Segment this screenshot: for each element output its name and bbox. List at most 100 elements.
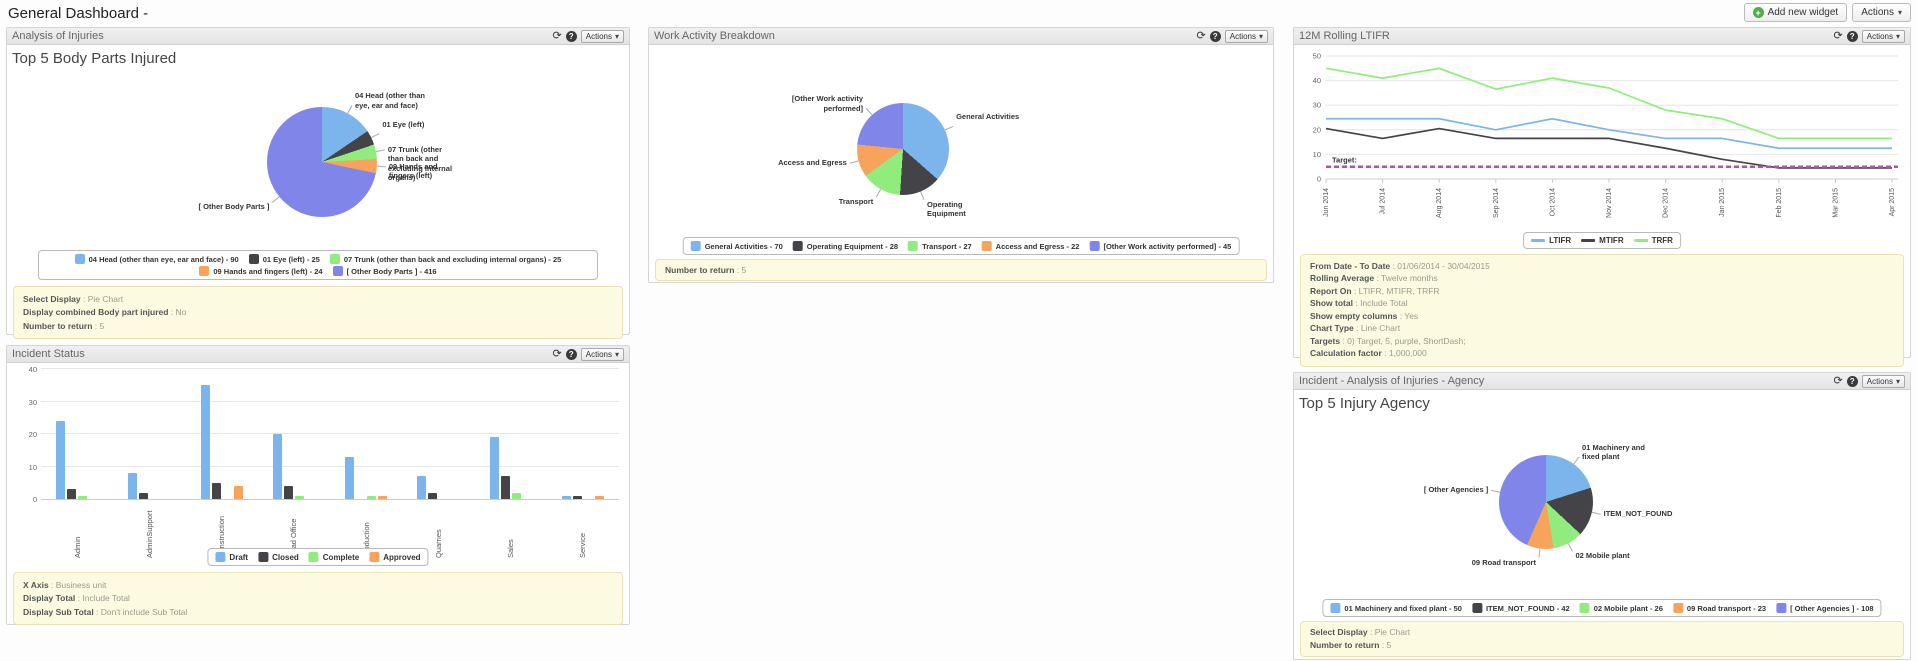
widget-actions-button[interactable]: Actions ▾ (1861, 29, 1905, 43)
ltifr-line-chart[interactable]: 0 10 20 30 40 50 Jun 2014 Jul 2014 Aug 2014 Sep 2… (1300, 50, 1904, 231)
bar-draft-construction[interactable] (200, 385, 210, 499)
legend-item[interactable]: 07 Trunk (other than back and excluding … (329, 254, 561, 264)
bar-approved-construction[interactable] (233, 486, 243, 499)
chart-subtitle: Top 5 Injury Agency (1299, 395, 1430, 412)
widget-title: 12M Rolling LTIFR (1299, 30, 1390, 42)
legend-item[interactable]: Access and Egress - 22 (981, 241, 1079, 251)
pie[interactable] (267, 107, 377, 217)
svg-text:50: 50 (1313, 52, 1321, 61)
legend-item[interactable]: [Other Work activity performed] - 45 (1089, 241, 1231, 251)
bar-complete-production[interactable] (367, 495, 377, 499)
legend-label: 01 Machinery and fixed plant - 50 (1344, 603, 1462, 613)
chart-legend[interactable]: LTIFR MTIFR TRFR (1523, 232, 1681, 249)
legend-swatch (1672, 603, 1683, 613)
help-icon[interactable]: ? (1846, 30, 1858, 42)
pie[interactable] (1499, 455, 1593, 549)
bar-draft-quarries[interactable] (417, 476, 427, 499)
help-icon[interactable]: ? (565, 30, 577, 42)
refresh-icon[interactable]: ⟳ (1833, 29, 1843, 42)
legend-item[interactable]: 02 Mobile plant - 26 (1579, 603, 1663, 613)
legend-label: 09 Hands and fingers (left) - 24 (213, 266, 323, 276)
bar-closed-admin[interactable] (67, 489, 77, 499)
bar-complete-admin[interactable] (78, 495, 88, 499)
work-activity-pie-chart[interactable]: General Activities Operating Equipment Tra… (649, 46, 1273, 234)
chart-legend[interactable]: General Activities - 70 Operating Equipme… (682, 237, 1240, 255)
legend-swatch (1579, 603, 1590, 613)
bar-closed-head-office[interactable] (283, 486, 293, 499)
bar-draft-sales[interactable] (489, 437, 499, 499)
legend-item[interactable]: 01 Eye (left) - 25 (248, 254, 320, 264)
legend-item[interactable]: Transport - 27 (908, 241, 972, 251)
bar-draft-admin[interactable] (56, 421, 66, 499)
body-parts-pie-chart[interactable]: 04 Head (other than eye, ear and face) 01… (7, 66, 629, 251)
legend-label: [ Other Agencies ] - 108 (1790, 603, 1874, 613)
chart-legend[interactable]: 01 Machinery and fixed plant - 50 ITEM_NO… (1322, 599, 1882, 617)
help-icon[interactable]: ? (565, 348, 577, 360)
widget-incident-status: Incident Status ⟳ ? Actions ▾ 0 10 20 30 40 A… (6, 345, 630, 625)
legend-item[interactable]: Draft (215, 552, 248, 562)
legend-item[interactable]: ITEM_NOT_FOUND - 42 (1471, 603, 1570, 613)
help-icon[interactable]: ? (1209, 30, 1221, 42)
widget-actions-button[interactable]: Actions ▾ (1224, 29, 1268, 43)
pie-slice-label: [Other Work activity performed] (791, 94, 864, 113)
legend-swatch (1531, 239, 1546, 242)
widget-header: Incident - Analysis of Injuries - Agency… (1294, 373, 1910, 390)
legend-item[interactable]: LTIFR (1531, 236, 1571, 245)
bar-approved-service[interactable] (594, 495, 604, 499)
refresh-icon[interactable]: ⟳ (552, 347, 562, 360)
bar-complete-sales[interactable] (511, 492, 521, 499)
bar-draft-service[interactable] (561, 495, 571, 499)
chart-legend[interactable]: Draft Closed Complete Approved (207, 548, 429, 566)
legend-item[interactable]: [ Other Body Parts ] - 416 (332, 266, 437, 276)
bar-closed-service[interactable] (572, 495, 582, 499)
page-actions-button[interactable]: Actions ▾ (1852, 3, 1911, 22)
bar-closed-construction[interactable] (211, 482, 221, 499)
legend-label: Transport - 27 (922, 241, 972, 251)
incident-status-bar-chart[interactable]: 0 10 20 30 40 Admin AdminSupport Construction He… (15, 365, 619, 558)
legend-item[interactable]: MTIFR (1581, 236, 1624, 245)
legend-item[interactable]: General Activities - 70 (690, 241, 783, 251)
widget-settings-box: X Axis : Business unit Display Total : In… (13, 572, 623, 625)
pie[interactable] (857, 103, 949, 195)
setting-line: Number to return : 5 (665, 265, 747, 275)
widget-title: Incident Status (12, 348, 85, 360)
refresh-icon[interactable]: ⟳ (1833, 374, 1843, 387)
chart-legend[interactable]: 04 Head (other than eye, ear and face) -… (38, 250, 598, 280)
bar-draft-head-office[interactable] (272, 434, 282, 499)
setting-line: Show empty columns : Yes (1310, 310, 1419, 321)
bar-closed-quarries[interactable] (428, 492, 438, 499)
widget-actions-button[interactable]: Actions ▾ (580, 29, 624, 43)
legend-item[interactable]: 01 Machinery and fixed plant - 50 (1330, 603, 1462, 613)
legend-item[interactable]: Approved (369, 552, 421, 562)
legend-swatch (329, 254, 340, 264)
setting-line: X Axis : Business unit (23, 580, 107, 590)
legend-item[interactable]: 09 Road transport - 23 (1672, 603, 1767, 613)
refresh-icon[interactable]: ⟳ (552, 29, 562, 42)
svg-text:Aug 2014: Aug 2014 (1436, 188, 1443, 218)
injury-agency-pie-chart[interactable]: 01 Machinery and fixed plant ITEM_NOT_FOU… (1294, 405, 1910, 595)
help-icon[interactable]: ? (1846, 375, 1858, 387)
widget-actions-button[interactable]: Actions ▾ (1861, 374, 1905, 388)
widget-actions-button[interactable]: Actions ▾ (580, 347, 624, 361)
bar-approved-production[interactable] (378, 495, 388, 499)
legend-label: [Other Work activity performed] - 45 (1103, 241, 1232, 251)
legend-item[interactable]: 04 Head (other than eye, ear and face) -… (74, 254, 239, 264)
legend-item[interactable]: [ Other Agencies ] - 108 (1776, 603, 1874, 613)
legend-item[interactable]: 09 Hands and fingers (left) - 24 (199, 266, 323, 276)
refresh-icon[interactable]: ⟳ (1196, 29, 1206, 42)
bar-closed-sales[interactable] (500, 476, 510, 499)
bar-closed-adminsupport[interactable] (139, 492, 149, 499)
svg-text:30: 30 (1313, 101, 1321, 110)
legend-swatch (1776, 603, 1787, 613)
legend-item[interactable]: Closed (258, 552, 299, 562)
legend-item[interactable]: Operating Equipment - 28 (792, 241, 898, 251)
bar-draft-adminsupport[interactable] (128, 473, 138, 499)
bar-complete-head-office[interactable] (294, 495, 304, 499)
add-new-widget-button[interactable]: + Add new widget (1743, 3, 1848, 22)
legend-item[interactable]: Complete (308, 552, 359, 562)
setting-line: Display Total : Include Total (23, 593, 130, 604)
legend-label: 09 Road transport - 23 (1686, 603, 1767, 613)
caret-down-icon: ▾ (1895, 376, 1900, 386)
legend-item[interactable]: TRFR (1633, 236, 1673, 245)
bar-draft-production[interactable] (345, 456, 355, 499)
